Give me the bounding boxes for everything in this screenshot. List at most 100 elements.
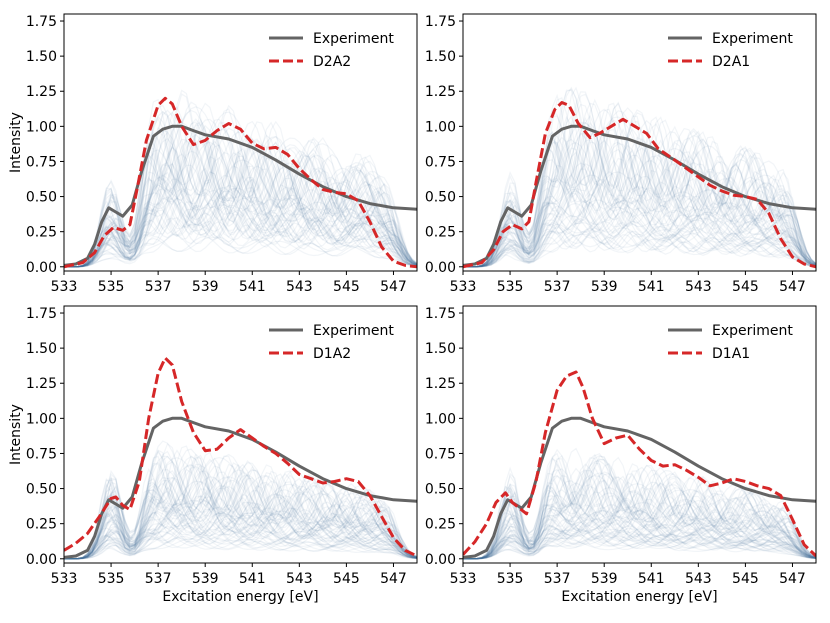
ensemble-spectrum (463, 234, 816, 268)
ensemble-spectrum (463, 521, 816, 560)
ensemble-spectrum (64, 234, 417, 268)
ensemble-spectrum (64, 506, 417, 560)
x-tick-label: 545 (732, 571, 759, 587)
legend-label: D2A2 (313, 54, 351, 70)
ensemble-spectrum (64, 217, 417, 268)
ensemble-spectra (64, 440, 417, 560)
ensemble-spectrum (463, 529, 816, 560)
ensemble-spectrum (463, 504, 816, 560)
ensemble-spectrum (463, 102, 816, 268)
ensemble-spectrum (64, 127, 417, 268)
ensemble-spectrum (64, 455, 417, 560)
ensemble-spectrum (463, 463, 816, 560)
legend: Experiment D1A2 (269, 323, 394, 362)
ensemble-spectrum (463, 201, 816, 268)
ensemble-spectrum (64, 146, 417, 268)
ensemble-spectrum (64, 526, 417, 560)
ensemble-spectrum (64, 209, 417, 268)
ensemble-spectrum (463, 518, 816, 560)
ensemble-spectrum (64, 164, 417, 268)
ensemble-spectrum (64, 188, 417, 268)
x-tick-label: 537 (145, 571, 172, 587)
ensemble-spectrum (64, 464, 417, 560)
ensemble-spectrum (463, 534, 816, 560)
ensemble-spectrum (64, 449, 417, 560)
x-tick-label: 543 (286, 279, 313, 295)
y-tick-label: 0.25 (26, 517, 57, 533)
ensemble-spectrum (463, 151, 816, 268)
ensemble-spectrum (463, 474, 816, 560)
legend-label: Experiment (313, 323, 394, 339)
plot-area (463, 86, 816, 269)
ensemble-spectrum (64, 162, 417, 268)
y-tick-label: 0.75 (425, 446, 456, 462)
ensemble-spectrum (463, 114, 816, 268)
ensemble-spectrum (64, 476, 417, 560)
ensemble-spectrum (463, 135, 816, 268)
ensemble-spectrum (64, 507, 417, 560)
y-tick-label: 1.00 (425, 119, 456, 135)
ensemble-spectrum (463, 141, 816, 268)
x-tick-label: 543 (286, 571, 313, 587)
ensemble-spectrum (64, 183, 417, 268)
x-tick-label: 541 (239, 279, 266, 295)
ensemble-spectrum (64, 513, 417, 560)
y-tick-label: 1.00 (425, 411, 456, 427)
ensemble-spectrum (463, 506, 816, 560)
ensemble-spectrum (64, 517, 417, 560)
axes-frame (63, 13, 418, 272)
ensemble-spectrum (463, 454, 816, 560)
ensemble-spectrum (463, 93, 816, 268)
ensemble-spectrum (64, 124, 417, 268)
ensemble-spectrum (64, 486, 417, 560)
ensemble-spectrum (463, 457, 816, 560)
ensemble-spectrum (463, 174, 816, 268)
ensemble-spectrum (64, 133, 417, 268)
ensemble-spectrum (64, 163, 417, 268)
ensemble-spectrum (64, 480, 417, 560)
ensemble-spectrum (463, 475, 816, 560)
ensemble-spectrum (64, 182, 417, 268)
ensemble-spectrum (64, 537, 417, 560)
ensemble-spectrum (463, 164, 816, 268)
ensemble-spectrum (463, 199, 816, 268)
ensemble-spectrum (64, 511, 417, 560)
ensemble-spectrum (64, 192, 417, 268)
ensemble-spectrum (64, 197, 417, 268)
ensemble-spectrum (64, 122, 417, 268)
ensemble-spectrum (463, 103, 816, 268)
ensemble-spectrum (463, 533, 816, 560)
ensemble-spectrum (463, 460, 816, 560)
ensemble-spectrum (64, 104, 417, 268)
ensemble-spectrum (463, 174, 816, 268)
ensemble-spectrum (463, 524, 816, 560)
y-tick-label: 0.00 (425, 552, 456, 568)
ensemble-spectrum (463, 504, 816, 560)
ensemble-spectrum (463, 516, 816, 560)
x-tick-label: 543 (685, 279, 712, 295)
ensemble-spectrum (64, 455, 417, 560)
ensemble-spectrum (64, 121, 417, 268)
ensemble-spectrum (64, 118, 417, 268)
ensemble-spectrum (463, 531, 816, 560)
ensemble-spectrum (64, 110, 417, 268)
ensemble-spectrum (64, 223, 417, 268)
ensemble-spectrum (64, 502, 417, 560)
ensemble-spectrum (463, 122, 816, 268)
ensemble-spectrum (64, 164, 417, 268)
ensemble-spectrum (64, 171, 417, 268)
ensemble-spectrum (64, 201, 417, 268)
ensemble-spectrum (463, 491, 816, 560)
x-tick-label: 547 (380, 279, 407, 295)
ensemble-spectrum (64, 476, 417, 560)
ensemble-spectrum (64, 498, 417, 560)
x-tick-label: 545 (333, 571, 360, 587)
ensemble-spectrum (463, 510, 816, 560)
ensemble-spectrum (463, 136, 816, 268)
ensemble-spectrum (463, 138, 816, 268)
ensemble-spectrum (463, 494, 816, 560)
ensemble-spectrum (463, 193, 816, 268)
y-tick-label: 0.75 (26, 446, 57, 462)
ensemble-spectrum (64, 106, 417, 268)
ensemble-spectrum (463, 519, 816, 560)
